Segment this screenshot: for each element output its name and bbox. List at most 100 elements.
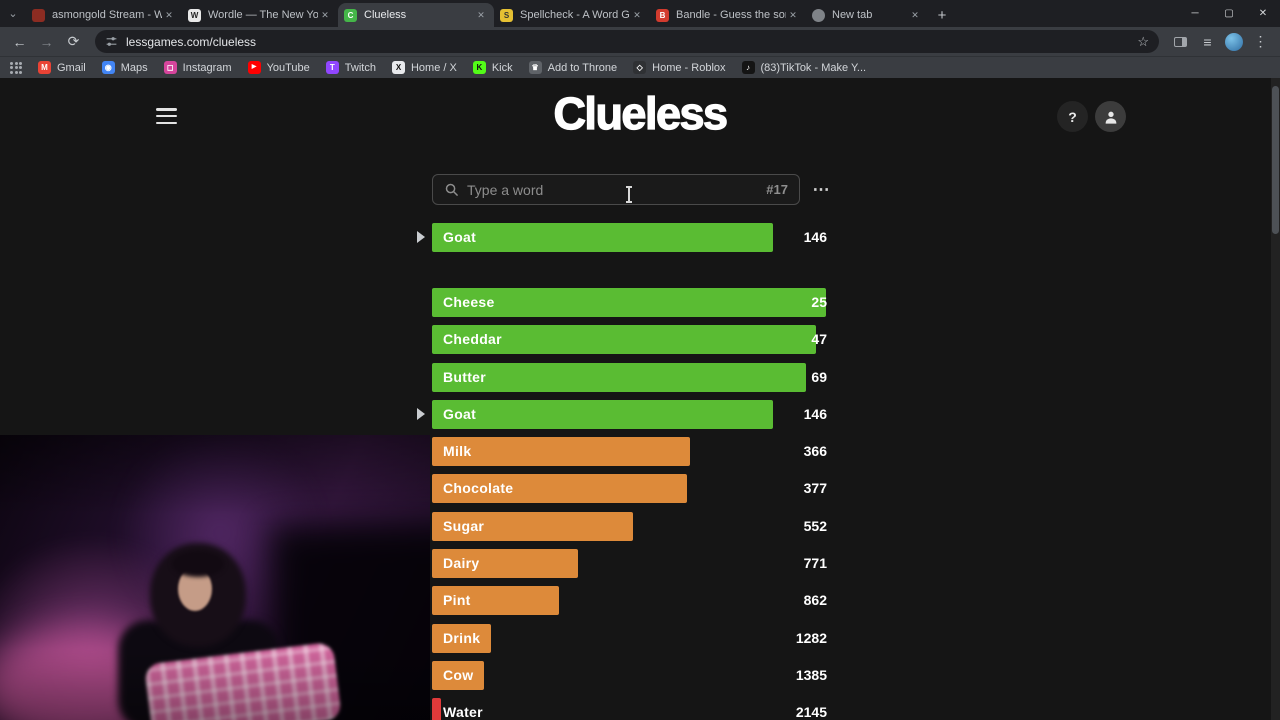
guess-row[interactable]: Goat 146: [417, 223, 837, 252]
tiktok-icon: ♪: [741, 61, 755, 74]
rank-bar: [432, 399, 773, 429]
word-row[interactable]: Water 2145: [432, 698, 837, 720]
word-rank: 862: [803, 592, 827, 609]
scrollbar-thumb[interactable]: [1272, 86, 1279, 234]
word-row[interactable]: Milk 366: [432, 437, 837, 467]
marker-triangle-icon: [417, 407, 425, 420]
word-label: Butter: [443, 368, 487, 385]
twitch-icon: T: [325, 61, 339, 74]
bookmark-label: Gmail: [57, 61, 86, 74]
tab-asmongold-stream[interactable]: asmongold Stream - Watch Liv... ✕: [26, 3, 182, 27]
word-rank: 1385: [795, 666, 827, 683]
webcam-vignette: [0, 435, 430, 720]
word-row[interactable]: Butter 69: [432, 362, 837, 392]
webcam-overlay: [0, 435, 430, 720]
word-label: Water: [443, 704, 483, 720]
word-label: Goat: [443, 405, 477, 422]
tab-favicon: [32, 8, 45, 22]
word-row[interactable]: Cheese 25: [432, 288, 837, 317]
tab-strip: ⌄ asmongold Stream - Watch Liv... ✕ W Wo…: [0, 0, 1280, 27]
bookmarks-bar: M Gmail ◉ Maps ◻ Instagram ▶ YouTube T Twitch…: [0, 56, 1280, 78]
tab-clueless[interactable]: C Clueless ✕: [338, 3, 494, 27]
bookmark-label: Add to Throne: [547, 61, 618, 74]
word-row[interactable]: Cheddar 47: [432, 325, 837, 355]
word-rank: 2145: [795, 704, 827, 720]
bookmark-kick[interactable]: K Kick: [472, 61, 513, 74]
word-row[interactable]: Drink 1282: [432, 623, 837, 653]
tab-spellcheck[interactable]: S Spellcheck - A Word Game | Se... ✕: [494, 3, 650, 27]
word-row[interactable]: Sugar 552: [432, 511, 837, 541]
word-rank: 25: [811, 294, 827, 310]
browser-menu-icon[interactable]: ⋮: [1253, 33, 1268, 49]
bookmark-youtube[interactable]: ▶ YouTube: [247, 61, 310, 74]
bookmark-maps[interactable]: ◉ Maps: [101, 61, 148, 74]
word-label: Cheese: [443, 294, 495, 310]
tab-search-icon[interactable]: ⌄: [8, 8, 18, 20]
close-window-button[interactable]: ✕: [1258, 8, 1268, 19]
bookmark-label: Instagram: [182, 61, 232, 74]
maximize-button[interactable]: ▢: [1224, 8, 1234, 19]
bookmark-twitch[interactable]: T Twitch: [325, 61, 376, 74]
help-button[interactable]: ?: [1057, 101, 1088, 132]
bookmark-gmail[interactable]: M Gmail: [38, 61, 86, 74]
bookmark-label: Home / X: [410, 61, 457, 74]
rank-bar: [432, 288, 827, 317]
word-row[interactable]: Pint 862: [432, 586, 837, 616]
page-scrollbar[interactable]: [1271, 78, 1280, 720]
bookmark-roblox[interactable]: ◇ Home - Roblox: [633, 61, 726, 74]
nav-bar: ← → ⟳ lessgames.com/clueless ☆ ≡ ⋮: [0, 27, 1280, 56]
tab-new-tab[interactable]: New tab ✕: [806, 3, 928, 27]
tab-wordle[interactable]: W Wordle — The New York Times ✕: [182, 3, 338, 27]
rank-bar: [432, 623, 492, 653]
close-icon[interactable]: ✕: [477, 9, 485, 20]
bookmark-throne[interactable]: ♛ Add to Throne: [528, 61, 618, 74]
clueless-page: Clueless ? #17 ⋯ Goat 146 Cheese 25 Chedd…: [0, 78, 1280, 720]
close-icon[interactable]: ✕: [165, 9, 173, 20]
profile-button[interactable]: [1095, 101, 1126, 132]
word-label: Dairy: [443, 555, 480, 572]
close-icon[interactable]: ✕: [633, 9, 641, 20]
tab-favicon: W: [188, 8, 201, 22]
rank-bar: [432, 698, 441, 720]
apps-grid-icon[interactable]: [10, 61, 22, 74]
word-rank: 1282: [795, 629, 827, 646]
word-row[interactable]: Chocolate 377: [432, 474, 837, 504]
back-button[interactable]: ←: [12, 33, 27, 50]
new-tab-button[interactable]: +: [937, 6, 947, 24]
profile-avatar[interactable]: [1225, 32, 1243, 51]
word-row[interactable]: Goat 146: [417, 399, 837, 429]
rank-bar: [432, 437, 690, 467]
rank-bar: [432, 325, 816, 355]
side-panel-icon[interactable]: [1167, 28, 1194, 55]
word-row[interactable]: Dairy 771: [432, 549, 837, 579]
address-bar[interactable]: lessgames.com/clueless ☆: [95, 30, 1159, 53]
window-controls: ─ ▢ ✕: [1178, 0, 1280, 27]
page-title: Clueless: [553, 87, 729, 139]
word-label: Sugar: [443, 517, 485, 534]
bookmark-star-icon[interactable]: ☆: [1137, 33, 1149, 49]
search-icon: [445, 183, 458, 196]
youtube-icon: ▶: [247, 61, 261, 74]
menu-icon[interactable]: [156, 108, 177, 124]
tab-favicon: S: [500, 8, 513, 22]
close-icon[interactable]: ✕: [321, 9, 329, 20]
bookmark-instagram[interactable]: ◻ Instagram: [163, 61, 232, 74]
more-options-button[interactable]: ⋯: [812, 179, 831, 199]
word-rank: 377: [803, 480, 827, 497]
kick-icon: K: [472, 61, 486, 74]
rank-bar: [432, 586, 560, 616]
close-icon[interactable]: ✕: [911, 9, 919, 20]
reading-list-icon[interactable]: ≡: [1203, 33, 1212, 50]
word-search-input[interactable]: [467, 181, 759, 198]
close-icon[interactable]: ✕: [789, 9, 797, 20]
bookmark-x[interactable]: X Home / X: [391, 61, 457, 74]
tab-bandle[interactable]: B Bandle - Guess the song, one i... ✕: [650, 3, 806, 27]
forward-button[interactable]: →: [39, 33, 54, 50]
word-search-box[interactable]: #17: [432, 174, 800, 205]
reload-button[interactable]: ⟳: [67, 33, 80, 49]
throne-icon: ♛: [528, 61, 542, 74]
minimize-button[interactable]: ─: [1191, 8, 1199, 19]
word-row[interactable]: Cow 1385: [432, 660, 837, 690]
tab-label: New tab: [832, 9, 873, 21]
bookmark-tiktok[interactable]: ♪ (83)TikTok - Make Y...: [741, 61, 866, 74]
